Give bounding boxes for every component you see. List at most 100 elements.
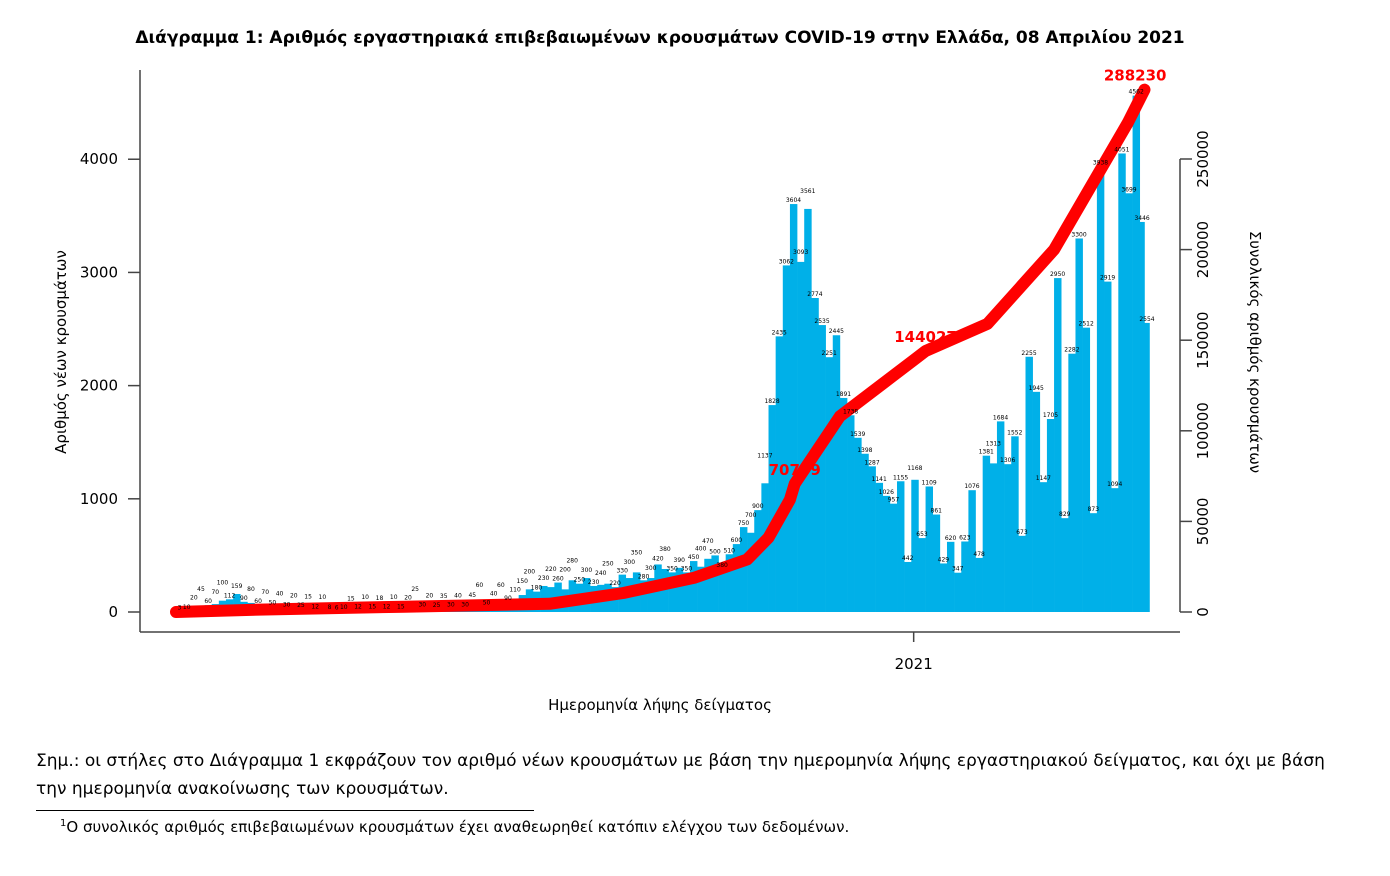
- bar-label: 20: [426, 593, 434, 600]
- bar: [1118, 153, 1126, 612]
- bar-label: 1155: [893, 474, 908, 481]
- bar-label: 220: [609, 580, 621, 587]
- bar: [839, 397, 848, 612]
- bar-label: 30: [283, 602, 291, 609]
- chart-note: Σημ.: οι στήλες στο Διάγραμμα 1 εκφράζου…: [36, 751, 1325, 799]
- bar-label: 45: [468, 592, 476, 599]
- bar-label: 2445: [829, 328, 844, 335]
- bar-label: 2282: [1064, 347, 1079, 354]
- bar-label: 350: [666, 565, 678, 572]
- bar-label: 30: [418, 602, 426, 609]
- bar-label: 1828: [764, 398, 779, 405]
- left-tick-label: 4000: [80, 150, 118, 168]
- bar: [661, 568, 669, 612]
- bar-label: 10: [183, 604, 191, 611]
- footnote: 1Ο συνολικός αριθμός επιβεβαιωμένων κρου…: [60, 818, 849, 836]
- footnote-text: Ο συνολικός αριθμός επιβεβαιωμένων κρουσ…: [66, 818, 850, 836]
- bar: [975, 557, 983, 612]
- bar-label: 25: [411, 586, 419, 593]
- bar-label: 1137: [757, 452, 772, 459]
- bar-label: 70: [211, 589, 219, 596]
- bar-label: 2435: [772, 329, 787, 336]
- bar: [704, 558, 712, 612]
- bar-label: 673: [1016, 529, 1028, 536]
- bar: [768, 405, 776, 612]
- bar-label: 1891: [836, 391, 851, 398]
- bar-label: 750: [738, 520, 750, 527]
- bar-label: 2950: [1050, 271, 1065, 278]
- bar: [889, 503, 898, 612]
- bar: [747, 532, 755, 612]
- bar: [861, 453, 869, 612]
- bar-label: 1287: [864, 459, 879, 466]
- bar-label: 60: [497, 582, 505, 589]
- bar: [739, 527, 748, 612]
- bar: [854, 437, 862, 612]
- bar-label: 2535: [814, 318, 829, 325]
- bar-label: 50: [483, 599, 491, 606]
- bar-label: 240: [595, 570, 607, 577]
- bar-label: 1094: [1107, 481, 1122, 488]
- right-tick-label: 200000: [1194, 221, 1212, 278]
- bar-label: 30: [461, 602, 469, 609]
- bar-label: 873: [1088, 506, 1100, 513]
- bar: [918, 538, 926, 612]
- right-tick-label: 0: [1194, 607, 1212, 617]
- bar-label: 18: [376, 595, 384, 602]
- bar-label: 15: [347, 595, 355, 602]
- bar: [1082, 327, 1091, 612]
- bar-label: 20: [404, 595, 412, 602]
- bar: [1061, 518, 1069, 612]
- bar-label: 510: [724, 547, 736, 554]
- bar: [789, 204, 798, 613]
- bar-label: 347: [952, 566, 964, 573]
- bar-label: 500: [709, 548, 721, 555]
- bar: [932, 514, 941, 612]
- bar: [668, 572, 677, 612]
- bar: [832, 335, 841, 612]
- bar: [697, 566, 705, 612]
- right-tick-label: 150000: [1194, 312, 1212, 369]
- bar-label: 478: [973, 551, 985, 558]
- bar: [1144, 322, 1150, 612]
- bar: [1139, 221, 1145, 612]
- bar-label: 2774: [807, 291, 822, 298]
- bar-label: 350: [681, 565, 693, 572]
- bar: [875, 482, 884, 612]
- x-axis-label: Ημερομηνία λήψης δείγματος: [548, 696, 772, 714]
- bar-label: 1945: [1029, 385, 1044, 392]
- cumulative-annotation: 288230: [1104, 67, 1167, 85]
- x-axis-ticks: 2021: [895, 632, 933, 673]
- bar-label: 80: [247, 586, 255, 593]
- bar-label: 90: [504, 595, 512, 602]
- bar: [647, 578, 655, 612]
- footnote-divider: [36, 810, 534, 811]
- bar-label: 1738: [843, 408, 858, 415]
- bar-label: 250: [602, 561, 614, 568]
- bar-label: 2512: [1079, 321, 1094, 328]
- bar: [1111, 488, 1119, 612]
- bar: [996, 421, 1005, 612]
- bar-label: 390: [674, 557, 686, 564]
- bar-label: 2919: [1100, 275, 1115, 282]
- bar-label: 12: [354, 604, 362, 611]
- chart-title: Διάγραμμα 1: Αριθμός εργαστηριακά επιβεβ…: [135, 28, 1185, 48]
- bar-label: 60: [254, 598, 262, 605]
- y-axis-label-left: Αριθμός νέων κρουσμάτων: [52, 250, 70, 454]
- bar-label: 350: [631, 549, 643, 556]
- bar-label: 653: [916, 531, 928, 538]
- bar: [797, 261, 805, 612]
- bar: [775, 336, 784, 612]
- bar-label: 4051: [1114, 146, 1129, 153]
- annotations-layer: 70769 144027 288230: [769, 67, 1167, 479]
- bar-label: 829: [1059, 511, 1071, 518]
- bar-label: 330: [616, 568, 628, 575]
- bar-label: 1306: [1000, 457, 1015, 464]
- bar-label: 429: [938, 556, 950, 563]
- bar-label: 45: [197, 586, 205, 593]
- bar-label: 1684: [993, 414, 1008, 421]
- bar-label: 25: [297, 602, 305, 609]
- bar-label: 1705: [1043, 412, 1058, 419]
- bar-label: 50: [269, 599, 277, 606]
- bar-label: 3699: [1121, 186, 1136, 193]
